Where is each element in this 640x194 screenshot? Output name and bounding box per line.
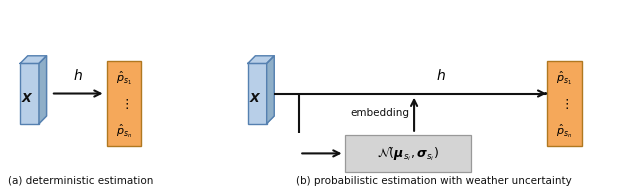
Text: $h$: $h$ <box>74 68 83 83</box>
Text: $\hat{p}_{s_1}$: $\hat{p}_{s_1}$ <box>116 69 132 87</box>
FancyBboxPatch shape <box>248 63 267 124</box>
FancyBboxPatch shape <box>20 63 39 124</box>
Text: $h$: $h$ <box>436 68 446 83</box>
Polygon shape <box>20 56 47 63</box>
FancyBboxPatch shape <box>547 61 582 146</box>
Polygon shape <box>39 56 47 124</box>
Text: $\mathcal{N}(\boldsymbol{\mu}_{s_i}, \boldsymbol{\sigma}_{s_i})$: $\mathcal{N}(\boldsymbol{\mu}_{s_i}, \bo… <box>377 144 439 163</box>
Text: embedding: embedding <box>350 108 409 118</box>
Text: (b) probabilistic estimation with weather uncertainty: (b) probabilistic estimation with weathe… <box>296 176 572 186</box>
Text: $\hat{p}_{s_1}$: $\hat{p}_{s_1}$ <box>556 69 572 87</box>
Text: $\hat{p}_{s_n}$: $\hat{p}_{s_n}$ <box>556 122 572 140</box>
Text: (a) deterministic estimation: (a) deterministic estimation <box>8 176 154 186</box>
Text: X: X <box>250 92 259 105</box>
FancyBboxPatch shape <box>345 135 470 172</box>
Text: $\vdots$: $\vdots$ <box>120 97 129 111</box>
Text: $\vdots$: $\vdots$ <box>560 97 569 111</box>
FancyBboxPatch shape <box>107 61 141 146</box>
Text: X: X <box>22 92 31 105</box>
Polygon shape <box>248 56 274 63</box>
Polygon shape <box>267 56 274 124</box>
Text: $\hat{p}_{s_n}$: $\hat{p}_{s_n}$ <box>116 122 132 140</box>
